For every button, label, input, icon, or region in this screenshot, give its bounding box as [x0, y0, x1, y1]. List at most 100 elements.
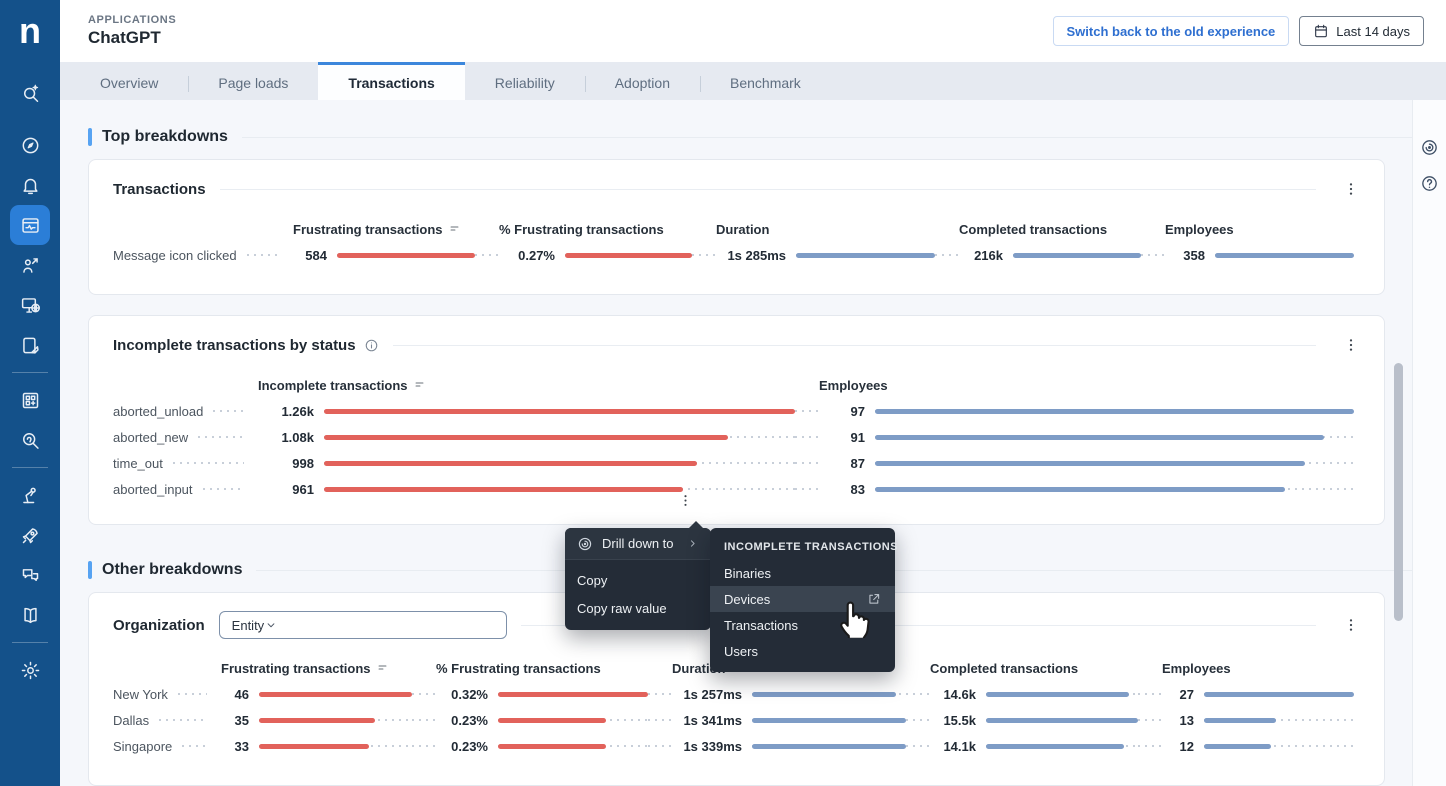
entity-select[interactable]: Entity: [218, 611, 507, 639]
page-title: ChatGPT: [88, 28, 161, 47]
query-magnifier-icon: [20, 430, 41, 451]
metric-value: 1.26k: [281, 403, 314, 419]
switch-experience-button[interactable]: Switch back to the old experience: [1052, 16, 1290, 46]
metric-bar: [1204, 691, 1354, 697]
tab-reliability[interactable]: Reliability: [494, 74, 555, 91]
submenu-item-transactions[interactable]: Transactions: [724, 617, 798, 633]
metric-bar-track: [498, 743, 648, 749]
metric-bar: [498, 691, 648, 697]
rail-help-button[interactable]: [1420, 174, 1440, 194]
column-header[interactable]: Incomplete transactions: [258, 378, 819, 393]
column-header[interactable]: Frustrating transactions: [293, 222, 499, 237]
column-header[interactable]: Completed transactions: [959, 221, 1108, 237]
metric-bar-track: [1204, 717, 1354, 723]
metric-value: 998: [292, 455, 314, 471]
sidebar-item-monitor-globe[interactable]: [10, 285, 50, 325]
submenu-header: INCOMPLETE TRANSACTIONS: [724, 541, 899, 553]
card-menu-kebab-icon[interactable]: [1342, 614, 1360, 636]
metric-bar: [1204, 717, 1277, 723]
row-actions-kebab-icon[interactable]: [678, 493, 694, 515]
column-header[interactable]: Completed transactions: [930, 660, 1079, 676]
section-title: Other breakdowns: [102, 561, 243, 578]
menu-item-drill-down-to[interactable]: Drill down to: [565, 528, 711, 560]
metric-bar: [986, 717, 1138, 723]
tab-transactions[interactable]: Transactions: [318, 62, 465, 100]
metric-value: 46: [234, 686, 249, 702]
table-row[interactable]: aborted_unload 1.26k 97: [113, 398, 1360, 424]
metric-value: 15.5k: [943, 712, 976, 728]
metric-value: 33: [234, 738, 249, 754]
vertical-scrollbar[interactable]: [1394, 363, 1403, 621]
column-header[interactable]: Employees: [1162, 660, 1231, 676]
table-row[interactable]: time_out 998 87: [113, 450, 1360, 476]
breadcrumb: APPLICATIONS: [88, 14, 177, 26]
time-picker-button[interactable]: Last 14 days: [1299, 16, 1424, 46]
card-menu-kebab-icon[interactable]: [1342, 334, 1360, 356]
table-row[interactable]: New York 46 0.32% 1s 257ms 14.6k 27: [113, 681, 1360, 707]
sidebar-item-chat-bubbles[interactable]: [10, 555, 50, 595]
sidebar-item-browser-monitor[interactable]: [10, 205, 50, 245]
table-header-row: Incomplete transactions Employees: [113, 372, 1360, 398]
row-label: Singapore: [113, 738, 173, 754]
metric-bar-track: [324, 486, 795, 492]
table-row[interactable]: aborted_new 1.08k 91: [113, 424, 1360, 450]
column-header[interactable]: Frustrating transactions: [221, 661, 436, 676]
tab-page-loads[interactable]: Page loads: [188, 62, 318, 100]
menu-item-copy[interactable]: Copy: [577, 572, 608, 588]
submenu-item-binaries[interactable]: Binaries: [724, 565, 771, 581]
table-row[interactable]: Singapore 33 0.23% 1s 339ms 14.1k 12: [113, 733, 1360, 759]
submenu-item-users[interactable]: Users: [724, 643, 758, 659]
submenu-item-devices[interactable]: Devices: [710, 586, 895, 612]
card-organization: Organization Entity Frustrating transactio…: [88, 592, 1385, 786]
table-row[interactable]: Dallas 35 0.23% 1s 341ms 15.5k 13: [113, 707, 1360, 733]
tab-overview[interactable]: Overview: [100, 74, 159, 91]
apps-grid-icon: [20, 390, 41, 411]
compass-icon: [20, 135, 41, 156]
column-header[interactable]: Employees: [1165, 221, 1234, 237]
column-header[interactable]: Duration: [716, 221, 770, 237]
metric-bar: [498, 717, 606, 723]
menu-item-copy-raw-value[interactable]: Copy raw value: [577, 600, 667, 616]
table-row[interactable]: aborted_input 961 83: [113, 476, 1360, 502]
tab-benchmark[interactable]: Benchmark: [700, 62, 831, 100]
metric-bar-track: [324, 434, 795, 440]
card-rule: [219, 188, 1316, 190]
external-link-icon: [867, 592, 881, 606]
sidebar-item-user-analytics[interactable]: [10, 245, 50, 285]
metric-bar-track: [1204, 691, 1354, 697]
sidebar-item-bell[interactable]: [10, 165, 50, 205]
sidebar-item-gear[interactable]: [10, 650, 50, 690]
metric-bar-track: [752, 743, 906, 749]
card-menu-kebab-icon[interactable]: [1342, 178, 1360, 200]
sort-icon: [414, 379, 426, 391]
sidebar-item-apps-grid[interactable]: [10, 380, 50, 420]
info-icon[interactable]: [364, 338, 379, 353]
metric-cell: 0.23%: [436, 739, 672, 754]
sidebar-item-query-magnifier[interactable]: [10, 420, 50, 460]
table-row[interactable]: Message icon clicked 584 0.27% 1s 285ms 216k…: [113, 242, 1360, 268]
chevron-down-icon: [264, 618, 278, 632]
sidebar-item-rocket[interactable]: [10, 515, 50, 555]
sidebar-item-robot-arm[interactable]: [10, 475, 50, 515]
metric-cell: 0.23%: [436, 713, 672, 728]
metric-bar: [498, 743, 606, 749]
bell-icon: [20, 175, 41, 196]
metric-bar-track: [259, 717, 412, 723]
rail-drilldown-button[interactable]: [1420, 138, 1440, 158]
sidebar-item-book[interactable]: [10, 595, 50, 635]
sidebar-item-search-sparkle[interactable]: [10, 72, 50, 112]
column-header[interactable]: % Frustrating transactions: [436, 660, 601, 676]
metric-value: 961: [292, 481, 314, 497]
sidebar-item-compass[interactable]: [10, 125, 50, 165]
metric-bar: [324, 434, 728, 440]
metric-cell: 14.1k: [930, 739, 1162, 754]
brand-logo[interactable]: n: [19, 10, 41, 51]
row-label: New York: [113, 686, 168, 702]
sidebar-divider: [12, 372, 48, 373]
column-header[interactable]: Employees: [819, 377, 888, 393]
column-header[interactable]: % Frustrating transactions: [499, 221, 664, 237]
tab-adoption[interactable]: Adoption: [584, 62, 700, 100]
metric-bar: [752, 743, 906, 749]
metric-value: 1s 341ms: [683, 712, 742, 728]
sidebar-item-tablet-pen[interactable]: [10, 325, 50, 365]
